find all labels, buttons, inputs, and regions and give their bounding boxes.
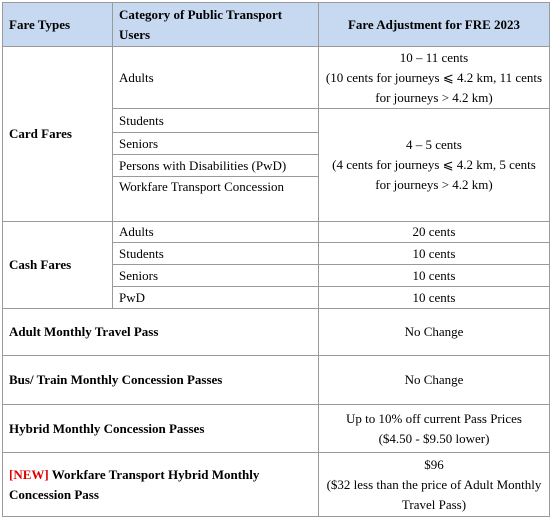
header-cell: Fare Adjustment for FRE 2023 <box>318 2 550 47</box>
category: Seniors <box>112 264 319 287</box>
category: PwD <box>112 286 319 309</box>
fare-cell: 20 cents <box>318 221 550 243</box>
fare-cell: No Change <box>318 355 550 405</box>
fare-text: 10 – 11 cents <box>399 49 469 65</box>
fare-cell: 10 cents <box>318 286 550 309</box>
fare-type: Card Fares <box>2 46 113 222</box>
header-cell: Fare Types <box>2 2 113 47</box>
fare-cell: Up to 10% off current Pass Prices ($4.50… <box>318 404 550 453</box>
pass-type: [NEW] Workfare Transport Hybrid Monthly … <box>2 452 319 517</box>
new-tag: [NEW] <box>9 466 49 482</box>
category: Persons with Disabilities (PwD) <box>112 154 319 177</box>
category: Adults <box>112 46 319 109</box>
fare-type: Cash Fares <box>2 221 113 309</box>
fare-text: No Change <box>404 372 464 387</box>
fare-cell: No Change <box>318 308 550 356</box>
header-cell: Category of Public Transport Users <box>112 2 319 47</box>
fare-text: 4 – 5 cents <box>406 137 462 152</box>
fare-cell: 10 cents <box>318 264 550 287</box>
pass-type: Bus/ Train Monthly Concession Passes <box>2 355 319 405</box>
fare-text: (4 cents for journeys ⩽ 4.2 km, 5 cents … <box>332 157 536 192</box>
fare-cell: 10 cents <box>318 242 550 265</box>
category: Students <box>112 108 319 133</box>
category: Adults <box>112 221 319 243</box>
category: Workfare Transport Concession <box>112 176 319 222</box>
fare-text: ($4.50 - $9.50 lower) <box>378 430 490 446</box>
fare-cell: 4 – 5 cents (4 cents for journeys ⩽ 4.2 … <box>318 108 550 222</box>
fare-text: $96 <box>424 456 444 472</box>
fare-text: ($32 less than the price of Adult Monthl… <box>326 476 542 512</box>
fare-text: No Change <box>404 324 464 339</box>
fare-cell: $96 ($32 less than the price of Adult Mo… <box>318 452 550 517</box>
fare-text: (10 cents for journeys ⩽ 4.2 km, 11 cent… <box>325 69 543 105</box>
pass-type: Hybrid Monthly Concession Passes <box>2 404 319 453</box>
header-row: Fare Types Category of Public Transport … <box>2 2 550 47</box>
category: Seniors <box>112 132 319 155</box>
fare-cell: 10 – 11 cents (10 cents for journeys ⩽ 4… <box>318 46 550 109</box>
pass-label: Workfare Transport Hybrid Monthly Conces… <box>9 466 260 502</box>
category: Students <box>112 242 319 265</box>
pass-type: Adult Monthly Travel Pass <box>2 308 319 356</box>
fare-text: Up to 10% off current Pass Prices <box>346 410 522 426</box>
